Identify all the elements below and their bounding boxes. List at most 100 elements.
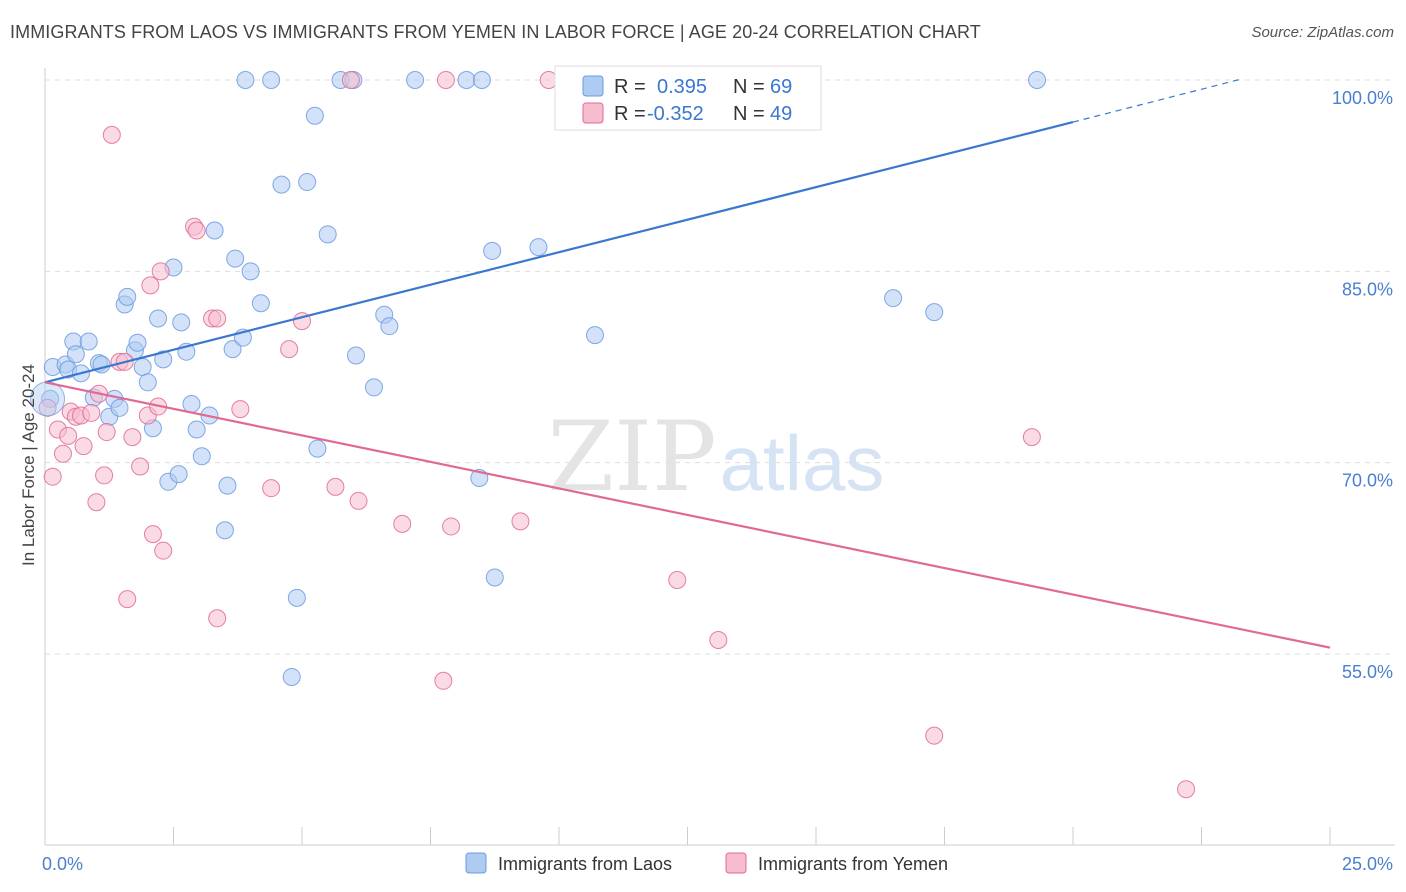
data-point-yemen: [1177, 780, 1196, 799]
data-point-laos: [133, 358, 152, 376]
data-point-yemen: [82, 403, 101, 422]
watermark: ZIP atlas: [547, 401, 884, 513]
data-point-laos: [318, 225, 337, 244]
data-point-laos: [925, 303, 944, 322]
y-tick-label: 85.0%: [1342, 279, 1393, 299]
data-point-yemen: [280, 340, 299, 359]
correlation-legend: R = 0.395 N = 69 R = -0.352 N = 49: [554, 65, 822, 131]
data-point-yemen: [208, 609, 227, 628]
axes: [44, 68, 1395, 846]
series-legend-label-yemen: Immigrants from Yemen: [758, 854, 948, 874]
source-attribution: Source: ZipAtlas.com: [1251, 24, 1394, 41]
data-point-yemen: [123, 428, 142, 447]
data-point-yemen: [442, 517, 461, 536]
data-point-yemen: [74, 437, 93, 456]
watermark-atlas: atlas: [720, 419, 885, 507]
data-point-laos: [192, 447, 211, 466]
legend-n-value-yemen: 49: [770, 103, 792, 125]
data-point-laos: [308, 439, 327, 458]
data-point-laos: [182, 394, 201, 413]
data-point-yemen: [143, 525, 162, 544]
data-point-yemen: [102, 125, 121, 144]
trend-line-laos: [44, 121, 1074, 384]
data-point-yemen: [154, 541, 173, 560]
data-point-yemen: [709, 630, 728, 649]
grid-lines: [45, 79, 1395, 655]
legend-r-label-laos: R =: [614, 76, 646, 98]
data-point-laos: [364, 378, 383, 397]
y-tick-label: 100.0%: [1332, 88, 1393, 108]
data-point-laos: [172, 313, 191, 332]
data-point-laos: [251, 294, 270, 313]
x-tick-label: 25.0%: [1342, 854, 1393, 874]
data-point-laos: [298, 173, 317, 192]
data-point-laos: [138, 373, 157, 392]
data-point-laos: [472, 71, 491, 89]
legend-swatch-laos: [582, 75, 604, 97]
data-point-laos: [305, 106, 324, 125]
data-point-laos: [282, 667, 301, 686]
series-legend-label-laos: Immigrants from Laos: [498, 854, 672, 874]
data-point-laos: [287, 588, 306, 607]
data-point-laos: [218, 476, 237, 495]
data-point-laos: [380, 317, 399, 336]
data-point-yemen: [668, 571, 687, 590]
data-point-yemen: [118, 590, 137, 609]
data-point-laos: [149, 309, 168, 328]
data-point-laos: [483, 241, 502, 260]
legend-r-value-yemen: -0.352: [647, 103, 704, 125]
data-point-laos: [79, 332, 98, 351]
watermark-zip: ZIP: [547, 401, 716, 513]
data-point-laos: [223, 340, 242, 359]
data-point-yemen: [262, 479, 281, 498]
data-point-yemen: [131, 457, 150, 476]
data-point-yemen: [349, 491, 368, 510]
data-point-laos: [169, 465, 188, 484]
data-point-yemen: [341, 71, 360, 89]
data-point-yemen: [511, 512, 530, 531]
y-tick-label: 70.0%: [1342, 471, 1393, 491]
data-point-laos: [346, 346, 365, 365]
legend-n-value-laos: 69: [770, 76, 792, 98]
data-point-yemen: [151, 262, 170, 281]
trend-line-yemen: [44, 381, 1331, 649]
y-axis-label: In Labor Force | Age 20-24: [19, 364, 38, 566]
data-point-laos: [205, 221, 224, 240]
data-point-yemen: [208, 309, 227, 328]
x-tick-label: 0.0%: [42, 854, 83, 874]
data-point-laos: [241, 262, 260, 281]
chart-title: IMMIGRANTS FROM LAOS VS IMMIGRANTS FROM …: [10, 22, 981, 42]
data-point-laos: [226, 249, 245, 268]
data-point-yemen: [87, 493, 106, 512]
series-legend-swatch-laos: [465, 852, 487, 874]
series-legend: Immigrants from Laos Immigrants from Yem…: [465, 852, 948, 874]
data-point-yemen: [393, 514, 412, 533]
data-point-laos: [118, 287, 137, 306]
data-point-laos: [529, 238, 548, 257]
data-point-laos: [154, 350, 173, 369]
data-point-laos: [262, 71, 281, 89]
legend-r-label-yemen: R =: [614, 103, 646, 125]
data-point-laos: [110, 398, 129, 417]
data-point-yemen: [187, 221, 206, 240]
data-point-yemen: [95, 466, 114, 485]
data-point-laos: [585, 326, 604, 345]
data-point-laos: [187, 420, 206, 439]
data-point-yemen: [53, 444, 72, 463]
data-point-laos: [215, 521, 234, 540]
data-point-yemen: [231, 400, 250, 419]
data-point-laos: [1028, 71, 1047, 89]
data-point-yemen: [925, 726, 944, 745]
data-point-laos: [66, 345, 85, 364]
data-point-laos: [457, 71, 476, 89]
data-point-yemen: [141, 276, 160, 295]
data-point-laos: [236, 71, 255, 89]
trend-lines: [44, 78, 1331, 649]
data-point-yemen: [97, 423, 116, 442]
data-point-laos: [406, 71, 425, 89]
legend-n-label-laos: N =: [733, 76, 765, 98]
y-tick-labels: 55.0% 70.0% 85.0% 100.0%: [1332, 88, 1393, 682]
data-point-laos: [272, 175, 291, 194]
data-point-yemen: [434, 671, 453, 690]
